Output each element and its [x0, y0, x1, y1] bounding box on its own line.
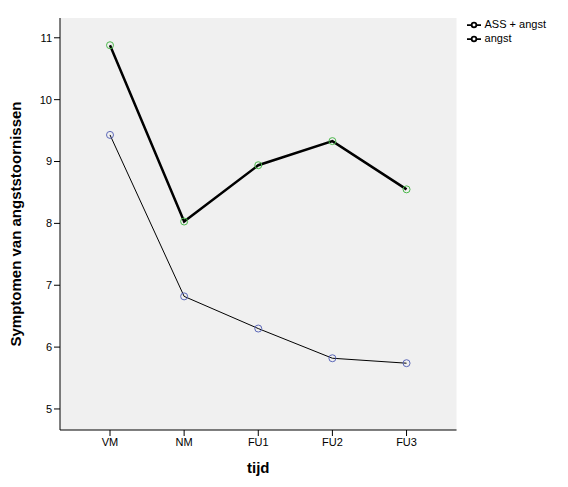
svg-text:FU1: FU1 [248, 436, 269, 448]
svg-text:5: 5 [46, 403, 52, 415]
html-text:angst: angst [484, 32, 512, 45]
svg-text:VM: VM [102, 436, 119, 448]
svg-text:6: 6 [46, 341, 52, 353]
html-text:ASS + angst: ASS + angst [484, 18, 546, 30]
svg-text:Symptomen van angststoornissen: Symptomen van angststoornissen [8, 101, 24, 346]
svg-text:9: 9 [46, 155, 52, 167]
svg-text:FU3: FU3 [396, 436, 417, 448]
svg-text:10: 10 [40, 94, 52, 106]
svg-text:7: 7 [46, 279, 52, 291]
svg-text:11: 11 [41, 32, 52, 44]
svg-text:NM: NM [176, 436, 193, 448]
svg-text:FU2: FU2 [322, 436, 343, 448]
svg-text:tijd: tijd [247, 459, 270, 476]
svg-text:8: 8 [46, 217, 52, 229]
